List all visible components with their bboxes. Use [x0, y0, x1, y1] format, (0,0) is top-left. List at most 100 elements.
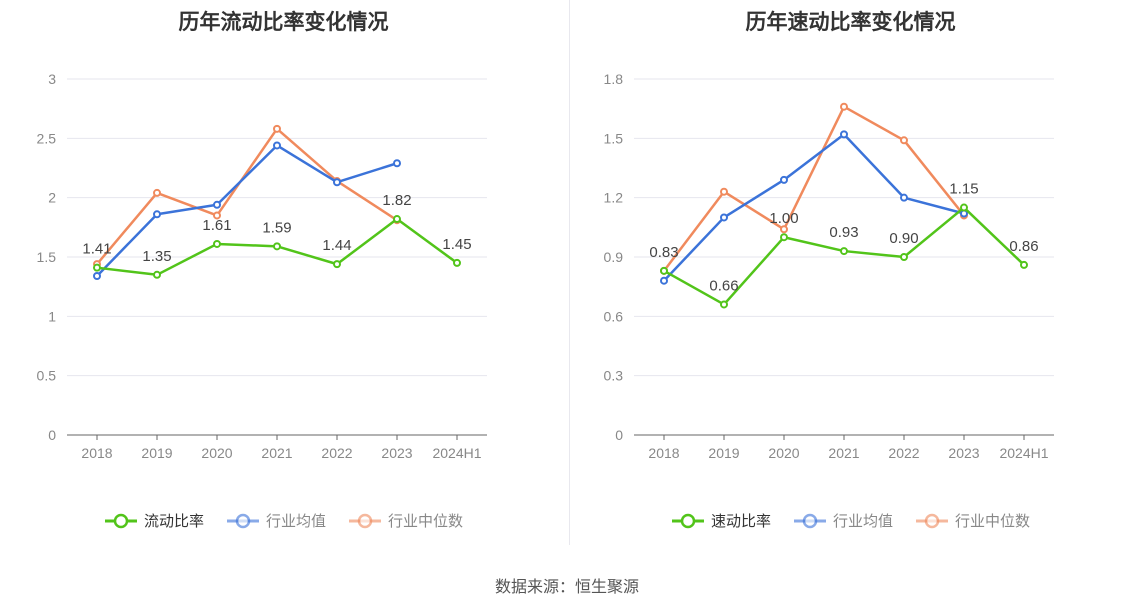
y-tick-label: 1: [48, 308, 56, 324]
legend-label: 行业均值: [832, 513, 893, 530]
y-tick-label: 1.2: [604, 190, 624, 206]
y-tick-label: 0.5: [37, 368, 57, 384]
current-ratio-chart: 0 0.5 1 1.5 2 2.5 3 2018 2019 2020 2021 2022 2023 202…: [37, 71, 487, 461]
blue-series-point: [213, 200, 221, 209]
y-tick-label: 0.3: [604, 368, 624, 384]
blue-series-point: [333, 178, 341, 187]
y-tick-label: 0.6: [604, 308, 624, 324]
green-series-point: [333, 260, 341, 269]
legend-label: 行业均值: [265, 513, 326, 530]
legend-marker-icon: [226, 513, 259, 528]
data-source: 数据来源：恒生聚源: [494, 579, 639, 596]
data-label: 1.61: [202, 217, 231, 234]
blue-series-point: [273, 141, 281, 150]
legend-label: 行业中位数: [955, 513, 1031, 530]
y-tick-label: 2.5: [37, 130, 57, 146]
orange-series-point: [153, 188, 161, 197]
legend-item[interactable]: 行业中位数: [348, 510, 463, 531]
x-tick-label: 2020: [768, 445, 799, 461]
y-tick-label: 3: [48, 71, 56, 87]
blue-series-point: [393, 159, 401, 168]
green-series-point: [273, 242, 281, 251]
legend-marker-icon: [104, 513, 137, 528]
orange-series-point: [213, 211, 221, 220]
chart-title: 历年速动比率变化情况: [745, 11, 956, 34]
data-label: 1.00: [769, 210, 798, 227]
legend-marker-icon: [671, 513, 704, 528]
green-series-point: [393, 215, 401, 224]
blue-series-point: [153, 210, 161, 219]
x-tick-label: 2018: [648, 445, 679, 461]
green-series-point: [720, 300, 728, 309]
blue-series-point: [93, 271, 101, 280]
y-tick-label: 1.5: [604, 130, 624, 146]
y-tick-label: 2: [48, 190, 56, 206]
legend-item[interactable]: 行业中位数: [915, 510, 1030, 531]
legend-label: 速动比率: [710, 513, 771, 530]
blue-series-point: [720, 213, 728, 222]
blue-series-line: [663, 133, 965, 282]
y-tick-label: 0: [48, 427, 56, 443]
x-tick-label: 2020: [201, 445, 232, 461]
green-series-point: [153, 270, 161, 279]
blue-series-point: [660, 276, 668, 285]
blue-series-point: [840, 130, 848, 139]
data-label: 0.93: [829, 224, 858, 241]
current-ratio-panel: 历年流动比率变化情况 0 0.5 1 1.5 2 2.5 3 2018 2019 2020 2021…: [0, 0, 567, 545]
legend: 流动比率 行业均值 行业中位数: [0, 510, 567, 531]
orange-series-line: [663, 105, 965, 272]
x-tick-label: 2023: [948, 445, 979, 461]
data-label: 1.41: [82, 241, 111, 258]
chart-title: 历年流动比率变化情况: [178, 11, 389, 34]
legend-item[interactable]: 流动比率: [104, 510, 204, 531]
data-label: 0.86: [1009, 238, 1038, 255]
panel-divider: [569, 0, 570, 545]
data-label: 1.35: [142, 248, 171, 265]
x-tick-label: 2021: [828, 445, 859, 461]
x-tick-label: 2019: [141, 445, 172, 461]
legend-marker-icon: [793, 513, 826, 528]
legend-label: 行业中位数: [388, 513, 464, 530]
legend-label: 流动比率: [143, 513, 204, 530]
x-tick-label: 2018: [81, 445, 112, 461]
green-series-point: [213, 239, 221, 248]
x-tick-label: 2022: [888, 445, 919, 461]
data-label: 0.83: [649, 244, 678, 261]
data-label: 1.44: [322, 237, 351, 254]
green-series-point: [660, 266, 668, 275]
data-label: 1.15: [949, 181, 978, 198]
data-label: 0.66: [709, 277, 738, 294]
legend-item[interactable]: 行业均值: [793, 510, 893, 531]
green-series-point: [1020, 260, 1028, 269]
orange-series-point: [720, 187, 728, 196]
orange-series-line: [96, 127, 398, 265]
legend-marker-icon: [349, 513, 381, 528]
data-label: 1.59: [262, 219, 291, 236]
y-tick-label: 1.8: [604, 71, 624, 87]
data-label: 1.82: [382, 192, 411, 209]
y-tick-label: 0: [615, 427, 623, 443]
quick-ratio-chart: 0 0.3 0.6 0.9 1.2 1.5 1.8 2018 2019 2020 2021 2022 2…: [604, 71, 1054, 461]
x-tick-label: 2024H1: [999, 445, 1048, 461]
blue-series-point: [780, 175, 788, 184]
orange-series-point: [780, 225, 788, 234]
y-tick-label: 1.5: [37, 249, 57, 265]
x-tick-label: 2022: [321, 445, 352, 461]
green-series-point: [780, 233, 788, 242]
x-tick-label: 2021: [261, 445, 292, 461]
green-series-point: [453, 258, 461, 267]
orange-series-point: [273, 124, 281, 133]
green-series-point: [840, 247, 848, 256]
green-series-point: [93, 263, 101, 272]
blue-series-point: [900, 193, 908, 202]
quick-ratio-panel: 历年速动比率变化情况 0 0.3 0.6 0.9 1.2 1.5 1.8 2018 2019 20…: [567, 0, 1134, 545]
green-series-point: [900, 253, 908, 261]
orange-series-point: [900, 136, 908, 145]
green-series-point: [960, 203, 968, 212]
x-tick-label: 2023: [381, 445, 412, 461]
data-label: 1.45: [442, 236, 471, 253]
orange-series-point: [840, 102, 848, 111]
legend-item[interactable]: 行业均值: [226, 510, 326, 531]
y-tick-label: 0.9: [604, 249, 624, 265]
legend-item[interactable]: 速动比率: [671, 510, 771, 531]
